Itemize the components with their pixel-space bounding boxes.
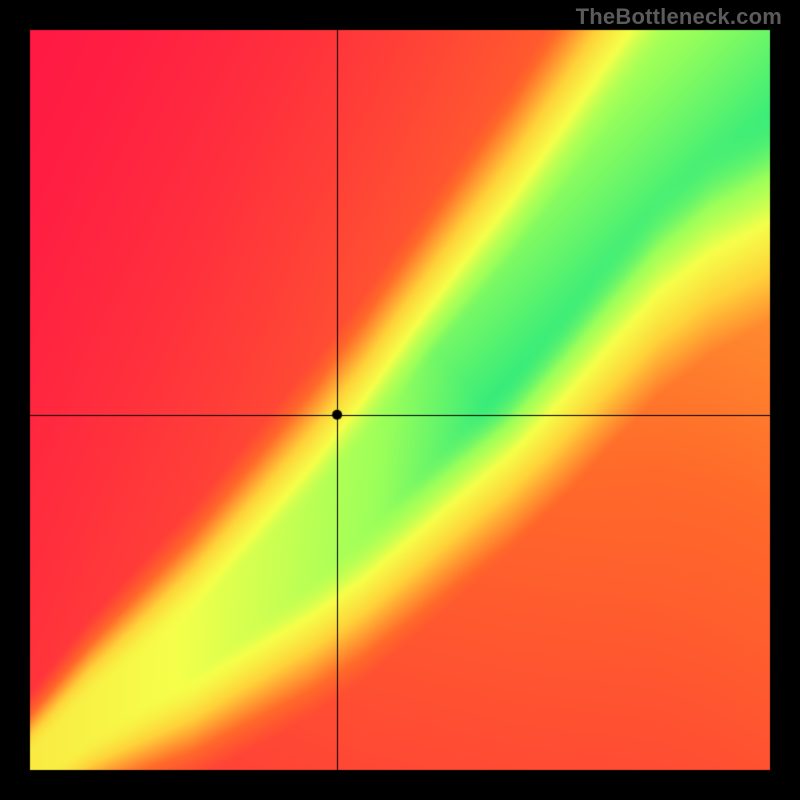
watermark-text: TheBottleneck.com — [576, 4, 782, 30]
heatmap-canvas — [0, 0, 800, 800]
figure-root: TheBottleneck.com — [0, 0, 800, 800]
